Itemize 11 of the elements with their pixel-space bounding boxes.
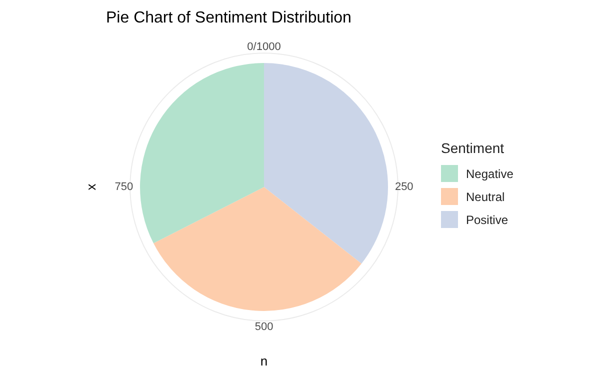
text: 0/1000 [247,40,281,53]
chart-title: Pie Chart of Sentiment Distribution [106,9,352,26]
legend-title: Sentiment [441,140,506,156]
text: 500 [254,321,274,334]
text: n [260,354,268,369]
legend-label: Neutral [466,190,505,204]
text: x [84,183,99,190]
text: 250 [394,181,414,194]
text: 750 [114,181,134,194]
legend-label: Positive [466,212,508,226]
legend-label: Negative [466,166,514,180]
